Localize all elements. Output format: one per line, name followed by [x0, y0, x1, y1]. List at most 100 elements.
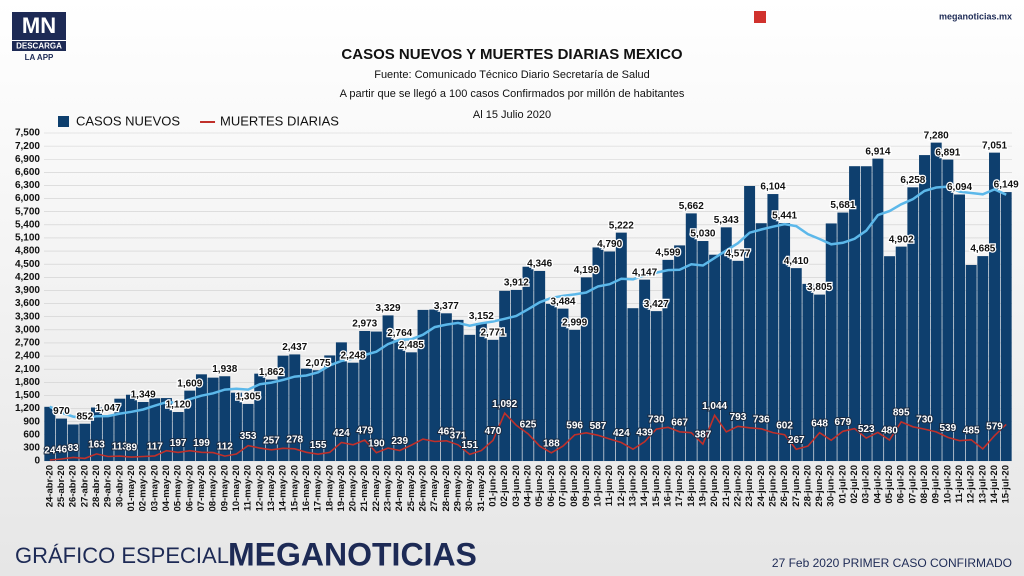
- y-tick-label: 1,800: [15, 377, 40, 388]
- x-tick-label: 05-jul-20: [884, 465, 895, 504]
- x-tick-label: 06-may-20: [184, 465, 195, 511]
- bar: [137, 402, 149, 461]
- bar: [884, 256, 896, 461]
- bar: [720, 227, 732, 461]
- footer-left: GRÁFICO ESPECIAL: [15, 543, 229, 568]
- data-label: 2,764: [387, 328, 412, 339]
- y-tick-label: 7,200: [15, 141, 40, 152]
- data-label: 5,222: [609, 220, 634, 231]
- data-label: 3,484: [550, 296, 575, 307]
- x-tick-label: 06-jun-20: [546, 465, 557, 507]
- x-tick-label: 12-jul-20: [966, 465, 977, 504]
- x-tick-label: 05-may-20: [173, 465, 184, 511]
- bar: [91, 407, 102, 461]
- bar: [125, 394, 137, 461]
- data-label: 239: [391, 436, 408, 447]
- bar: [522, 266, 534, 461]
- subtitle: A partir que se llegó a 100 casos Confir…: [340, 88, 685, 100]
- bar: [849, 166, 861, 461]
- bar: [732, 260, 744, 461]
- x-tick-label: 02-jun-20: [499, 465, 510, 507]
- bar: [254, 373, 266, 461]
- data-label: 4,346: [527, 259, 552, 270]
- data-label: 4,577: [725, 248, 750, 259]
- data-label: 5,343: [714, 215, 739, 226]
- data-label: 89: [126, 443, 138, 454]
- bar: [289, 354, 301, 461]
- data-label: 730: [916, 415, 933, 426]
- data-label: 1,349: [131, 390, 156, 401]
- legend-swatch: [58, 116, 69, 127]
- bar: [557, 308, 569, 461]
- bar: [242, 403, 254, 461]
- data-label: 4,599: [655, 248, 680, 259]
- data-label: 117: [147, 442, 164, 453]
- x-tick-label: 04-jun-20: [523, 465, 534, 507]
- data-label: 113: [112, 442, 129, 453]
- data-label: 155: [310, 440, 327, 451]
- data-label: 257: [263, 435, 280, 446]
- data-label: 1,092: [492, 399, 517, 410]
- data-label: 3,912: [504, 278, 529, 289]
- x-tick-label: 23-may-20: [383, 465, 394, 511]
- x-tick-label: 01-jul-20: [837, 465, 848, 504]
- x-tick-label: 25-may-20: [406, 465, 417, 511]
- site-icon: [754, 11, 766, 23]
- data-label: 602: [776, 420, 793, 431]
- bar: [744, 186, 756, 461]
- line: [49, 411, 1007, 461]
- bar: [662, 259, 674, 461]
- x-tick-label: 17-may-20: [313, 465, 324, 511]
- x-tick-label: 29-jun-20: [814, 465, 825, 507]
- logo-sub-box: [12, 41, 66, 51]
- data-label: 1,120: [166, 400, 191, 411]
- data-label: 1,938: [212, 364, 237, 375]
- data-label: 3,805: [807, 282, 832, 293]
- data-label: 736: [753, 414, 770, 425]
- bar: [954, 194, 965, 461]
- x-tick-label: 03-jun-20: [511, 465, 522, 507]
- bar: [510, 289, 522, 461]
- data-label: 579: [986, 421, 1003, 432]
- data-label: 470: [485, 426, 502, 437]
- x-tick-label: 18-jun-20: [686, 465, 697, 507]
- x-tick-label: 28-jun-20: [802, 465, 813, 507]
- data-label: 6,094: [947, 182, 972, 193]
- x-tick-label: 03-jul-20: [861, 465, 872, 504]
- x-tick-label: 19-jun-20: [697, 465, 708, 507]
- bar: [639, 279, 651, 461]
- bar: [429, 309, 441, 461]
- bar: [417, 309, 429, 461]
- bar: [347, 362, 359, 461]
- x-tick-label: 26-jun-20: [779, 465, 790, 507]
- data-label: 3,427: [644, 299, 669, 310]
- data-label: 7,051: [982, 140, 1007, 151]
- x-tick-label: 02-jul-20: [849, 465, 860, 504]
- data-label: 6,891: [935, 147, 960, 158]
- bar: [627, 308, 639, 461]
- bar: [825, 223, 837, 461]
- y-tick-label: 5,400: [15, 219, 40, 230]
- data-label: 188: [543, 438, 560, 449]
- site: meganoticias.mx: [939, 11, 1012, 21]
- bar: [405, 352, 417, 461]
- bar: [499, 290, 511, 461]
- bar: [114, 398, 126, 461]
- logo-app: LA APP: [25, 53, 54, 62]
- data-label: 267: [788, 435, 805, 446]
- bar: [895, 246, 907, 461]
- x-tick-label: 15-may-20: [289, 465, 300, 511]
- data-label: 4,902: [889, 234, 914, 245]
- data-label: 2,437: [282, 342, 307, 353]
- data-label: 2,485: [399, 340, 424, 351]
- data-label: 4,199: [574, 265, 599, 276]
- x-tick-label: 28-may-20: [441, 465, 452, 511]
- bar: [184, 390, 196, 461]
- data-label: 4,685: [970, 244, 995, 255]
- x-tick-label: 26-may-20: [418, 465, 429, 511]
- y-tick-label: 4,200: [15, 272, 40, 283]
- data-label: 424: [333, 428, 350, 439]
- legend-label: MUERTES DIARIAS: [220, 113, 339, 128]
- y-tick-label: 6,000: [15, 193, 40, 204]
